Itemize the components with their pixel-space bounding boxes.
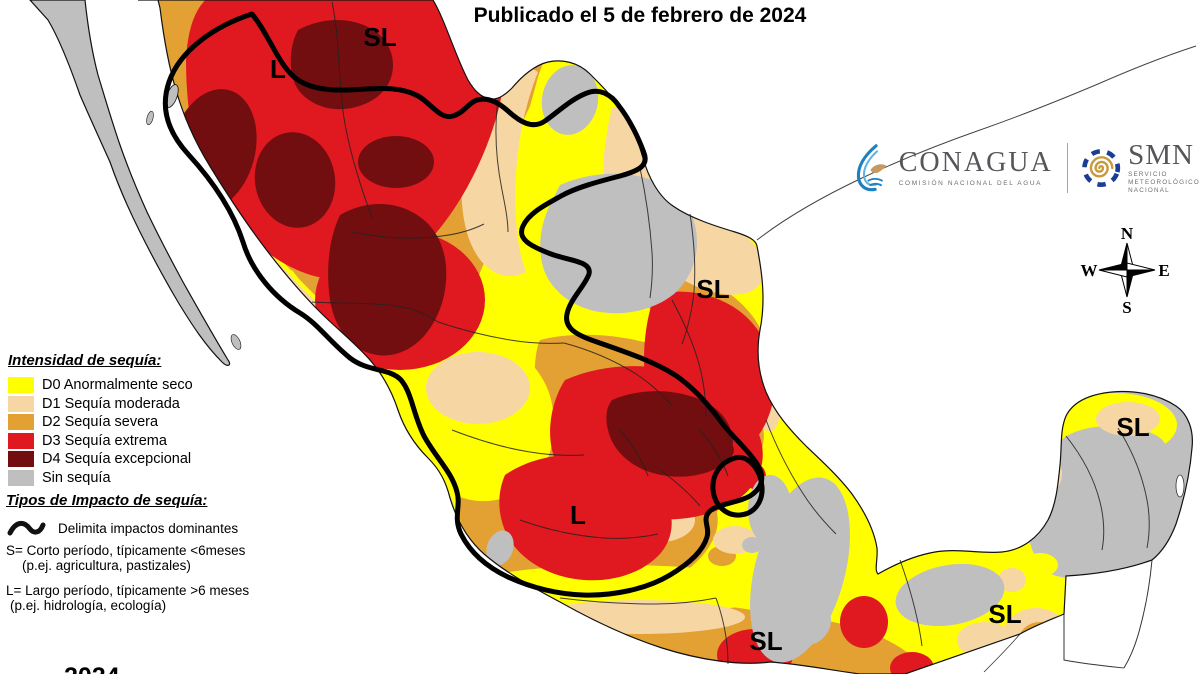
island-cozumel — [1175, 474, 1185, 498]
impact-delimiter-lines — [162, 11, 765, 598]
d3-label: D3 Sequía extrema — [42, 432, 167, 449]
legend-item-d0: D0 Anormalmente seco — [8, 376, 238, 395]
baja-california-peninsula — [29, 0, 231, 366]
conagua-logo-icon — [856, 144, 888, 192]
legend-intensity: Intensidad de sequía: D0 Anormalmente se… — [8, 352, 238, 487]
label-sl-yucatan: SL — [1116, 412, 1149, 442]
island-small — [146, 110, 154, 126]
label-sl-chihuahua: SL — [363, 22, 396, 52]
d0-label: D0 Anormalmente seco — [42, 377, 193, 394]
compass-s: S — [1122, 298, 1131, 317]
impact-short-period: S= Corto período, típicamente <6meses (p… — [6, 543, 306, 573]
smn-subtitle-line3: NACIONAL — [1128, 186, 1170, 194]
legend-impact-heading: Tipos de Impacto de sequía: — [6, 492, 208, 509]
smn-subtitle: SERVICIO METEOROLÓGICO NACIONAL — [1128, 171, 1200, 195]
impact-delimiter-row: Delimita impactos dominantes — [6, 515, 306, 541]
page-title: Publicado el 5 de febrero de 2024 — [473, 4, 807, 27]
legend-item-sin-sequia: Sin sequía — [8, 469, 238, 488]
legend-item-d3: D3 Sequía extrema — [8, 432, 238, 451]
smn-name: SMN — [1128, 138, 1194, 171]
label-l-sonora: L — [270, 54, 286, 84]
legend-item-d4: D4 Sequía excepcional — [8, 450, 238, 469]
d4-label: D4 Sequía excepcional — [42, 451, 192, 468]
conagua-name: CONAGUA — [898, 146, 1053, 178]
s-period-line: S= Corto período, típicamente <6meses — [6, 543, 246, 558]
state-boundaries — [311, 1, 1150, 665]
s-period-example: (p.ej. agricultura, pastizales) — [22, 558, 191, 573]
smn-logo-icon — [1081, 149, 1120, 187]
d4-color-swatch — [8, 451, 34, 468]
guatemala-border — [983, 633, 1021, 673]
d0-color-swatch — [8, 377, 34, 394]
sin-sequia-color-swatch — [8, 469, 34, 486]
label-l-jalisco: L — [570, 500, 586, 530]
legend-item-d2: D2 Sequía severa — [8, 413, 238, 432]
d1-color-swatch — [8, 395, 34, 412]
compass-n: N — [1121, 224, 1134, 243]
delimiter-label: Delimita impactos dominantes — [58, 520, 239, 536]
d1-label: D1 Sequía moderada — [42, 395, 180, 412]
belize-coastline — [1123, 559, 1153, 669]
sin-sequia-label: Sin sequía — [42, 469, 111, 486]
d3-color-swatch — [8, 432, 34, 449]
smn-subtitle-line2: METEOROLÓGICO — [1128, 178, 1200, 186]
legend-intensity-heading: Intensidad de sequía: — [8, 352, 162, 369]
conagua-subtitle: COMISIÓN NACIONAL DEL AGUA — [898, 179, 1043, 187]
squiggle-line-icon — [7, 521, 46, 536]
partial-year-text: 2024 — [64, 663, 120, 674]
d2-color-swatch — [8, 414, 34, 431]
label-sl-oaxaca: SL — [749, 626, 782, 656]
compass-rose: N E S W — [1081, 224, 1170, 317]
label-sl-tamaulipas: SL — [696, 274, 729, 304]
l-period-example: (p.ej. hidrología, ecología) — [10, 598, 167, 613]
logo-separator — [1066, 143, 1068, 193]
conagua-logo-text: CONAGUA COMISIÓN NACIONAL DEL AGUA — [898, 146, 1053, 187]
belize-border — [1063, 576, 1125, 669]
compass-e: E — [1158, 261, 1169, 280]
island-small-2 — [230, 334, 242, 350]
smn-logo-text: SMN SERVICIO METEOROLÓGICO NACIONAL — [1128, 138, 1200, 195]
impact-long-period: L= Largo período, típicamente >6 meses (… — [6, 583, 306, 613]
l-period-line: L= Largo período, típicamente >6 meses — [6, 583, 250, 598]
legend-item-d1: D1 Sequía moderada — [8, 395, 238, 414]
smn-subtitle-line1: SERVICIO — [1128, 170, 1168, 178]
us-coastline — [756, 45, 1197, 241]
map-impact-labels: L SL SL SL L SL SL — [270, 22, 1150, 656]
institution-logos: CONAGUA COMISIÓN NACIONAL DEL AGUA SMN S… — [852, 136, 1200, 200]
legend-impact: Tipos de Impacto de sequía: Delimita imp… — [6, 492, 306, 613]
d2-label: D2 Sequía severa — [42, 414, 159, 431]
label-sl-chiapas: SL — [988, 599, 1021, 629]
compass-w: W — [1081, 261, 1098, 280]
